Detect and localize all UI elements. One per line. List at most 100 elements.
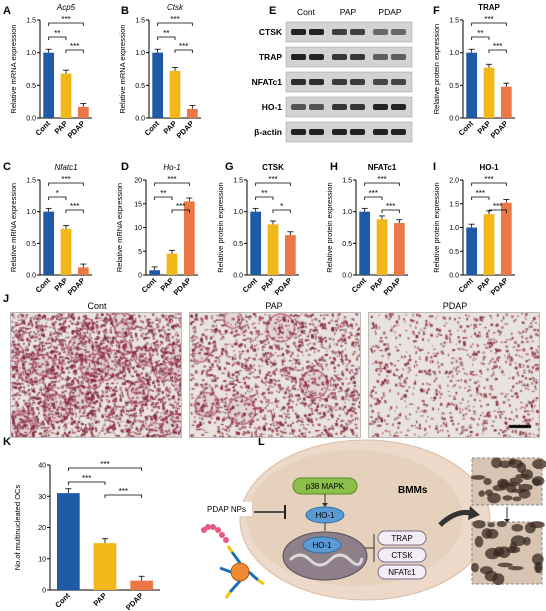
y-tick-label: 1.5 [449, 18, 459, 25]
wb-band [291, 29, 306, 35]
wb-band [373, 129, 388, 135]
y-tick-label: 10 [38, 556, 46, 563]
target-nfatc1 [377, 564, 427, 580]
y-tick-label: 0.0 [135, 116, 145, 123]
bar-cont [466, 227, 478, 275]
y-tick-label: 1.5 [233, 178, 243, 185]
significance-label: *** [268, 175, 277, 184]
wb-band [291, 129, 306, 135]
schematic-L: L BMMs p38 MAPK HO-1 HO-1 TRAP CTSK NFAT… [201, 436, 546, 601]
panel-label-A: A [3, 5, 11, 17]
significance-bracket [488, 209, 507, 213]
chart-title: Ctsk [167, 3, 184, 12]
chart-title: Ho-1 [163, 163, 180, 172]
y-axis-label: Relative protein expression [432, 24, 441, 114]
wb-band [391, 129, 406, 135]
bone-pore [531, 476, 545, 486]
wb-band [332, 54, 347, 60]
bar-cont [43, 52, 55, 118]
chart-A: A Acp5 0.0 0.5 1.0 1.5 Relative mRNA expressio… [3, 3, 92, 140]
y-tick-label: 0.5 [135, 83, 145, 90]
bone-pore [529, 521, 545, 529]
significance-label: *** [82, 474, 91, 483]
bone-pore [502, 495, 513, 501]
significance-label: ** [477, 29, 483, 38]
panel-label-G: G [225, 161, 234, 173]
bar-pap [93, 543, 117, 590]
y-tick-label: 30 [38, 494, 46, 501]
significance-label: *** [386, 202, 395, 211]
y-tick-label: 0.0 [26, 116, 36, 123]
significance-bracket [471, 196, 490, 200]
significance-bracket [471, 22, 507, 26]
x-tick-label: Cont [350, 276, 369, 295]
western-blot: E Cont PAP PDAP CTSK TRAP NFATc1 HO-1 β-acti… [252, 5, 413, 143]
x-tick-label: PDAP [489, 276, 510, 297]
wb-row-trap: TRAP [259, 46, 413, 68]
bone-pore [487, 492, 501, 504]
bar-pap [483, 67, 495, 118]
significance-label: *** [179, 42, 188, 51]
bone-pore [491, 457, 502, 469]
y-axis-label: No.of multinucleated OCs [13, 485, 22, 571]
bar-pdap [183, 201, 195, 275]
significance-label: *** [167, 175, 176, 184]
y-tick-label: 1.5 [135, 18, 145, 25]
x-tick-label: Cont [140, 276, 159, 295]
bar-cont [152, 52, 164, 118]
wb-band [291, 54, 306, 60]
wb-lane-bg [285, 121, 413, 143]
y-tick-label: 1.5 [342, 178, 352, 185]
x-tick-label: Cont [241, 276, 260, 295]
y-tick-label: 15 [134, 201, 142, 208]
chart-D: D Ho-1 0 5 10 15 20 Relative mRNA expression Con… [115, 161, 198, 297]
significance-bracket [48, 36, 67, 40]
bone-pore [506, 546, 521, 554]
y-tick-label: 0.5 [26, 241, 36, 248]
stain-title-cont: Cont [87, 301, 107, 311]
chart-title: NFATc1 [368, 163, 397, 172]
panel-label-H: H [330, 161, 338, 173]
wb-band [291, 79, 306, 85]
wb-band [391, 54, 406, 60]
panel-label-K: K [3, 436, 11, 448]
y-tick-label: 0.0 [449, 116, 459, 123]
y-tick-label: 20 [134, 178, 142, 185]
y-axis-label: Relative protein expression [432, 182, 441, 272]
significance-label: *** [100, 460, 109, 469]
significance-bracket [154, 196, 173, 200]
y-axis-label: Relative mRNA expression [9, 183, 18, 272]
cell-label: BMMs [398, 485, 428, 496]
chart-G: G CTSK 0.0 0.5 1.0 1.5 Relative protein expres… [216, 161, 299, 297]
bone-pore [511, 524, 524, 532]
chart-C: C Nfatc1 0.0 0.5 1.0 1.5 Relative mRNA express… [3, 161, 92, 297]
y-tick-label: 0 [138, 273, 142, 280]
bone-pore [483, 478, 492, 486]
wb-band [309, 104, 324, 110]
bar-cont [359, 211, 371, 275]
y-tick-label: 0.5 [449, 83, 459, 90]
y-tick-label: 0.5 [342, 241, 352, 248]
y-tick-label: 0.0 [342, 273, 352, 280]
bone-pore [492, 484, 504, 492]
bone-pore [472, 519, 486, 529]
significance-bracket [471, 36, 490, 40]
significance-label: *** [70, 42, 79, 51]
panel-label-L: L [258, 436, 265, 448]
wb-band [332, 104, 347, 110]
significance-label: *** [369, 189, 378, 198]
wb-row-label: TRAP [259, 52, 282, 62]
bar-pap [483, 214, 495, 275]
x-tick-label: PDAP [172, 276, 193, 297]
x-tick-label: Cont [143, 119, 162, 138]
wb-lane-bg [285, 21, 413, 43]
wb-band [373, 29, 388, 35]
bone-pore [470, 475, 486, 480]
significance-bracket [174, 49, 193, 53]
bone-pore [505, 481, 521, 487]
stain-image-cont [10, 312, 182, 438]
y-axis-label: Relative protein expression [216, 182, 225, 272]
wb-band [309, 29, 324, 35]
significance-label: ** [261, 189, 267, 198]
bar-pdap [130, 580, 154, 590]
